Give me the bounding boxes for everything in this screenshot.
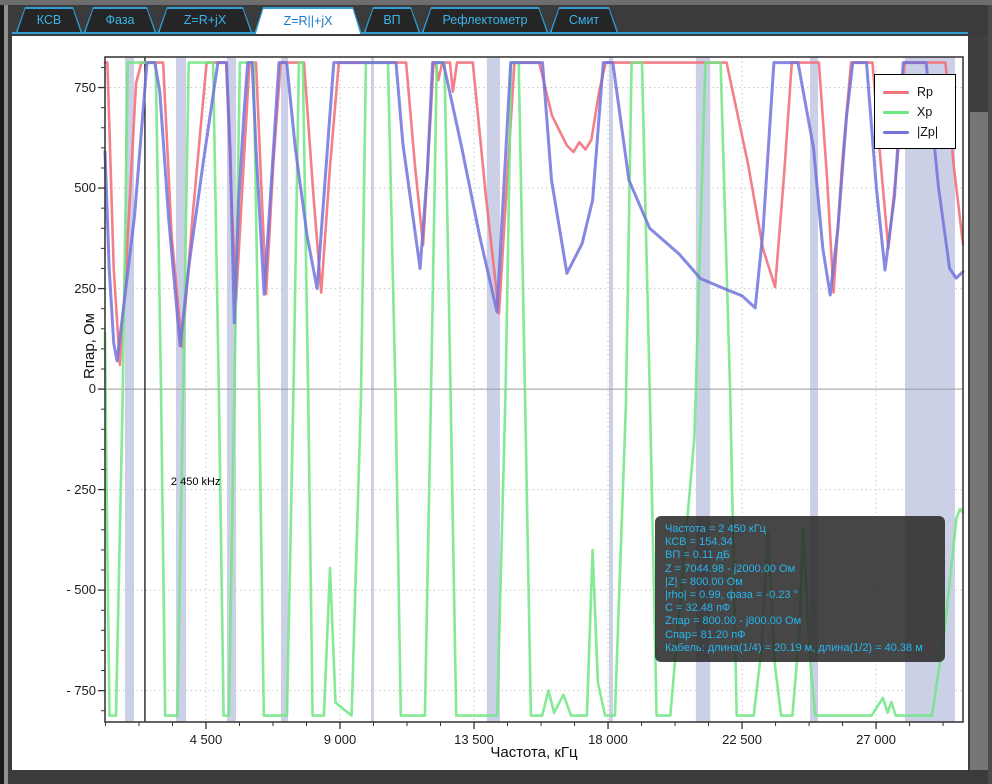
y-tick-label: - 500 <box>50 582 96 597</box>
legend-label: Rp <box>917 85 933 99</box>
info-line: Zпар = 800.00 - j800.00 Ом <box>665 615 935 628</box>
info-line: Частота = 2 450 кГц <box>665 523 935 536</box>
info-line: ВП = 0.11 дБ <box>665 549 935 562</box>
tab-label: ВП <box>364 7 420 32</box>
tab-Z=R||+jX[interactable]: Z=R||+jX <box>254 7 362 34</box>
legend-swatch <box>883 111 909 114</box>
tab-bar: КСВФазаZ=R+jXZ=R||+jXВПРефлектометрСмит <box>12 7 968 34</box>
app-window: КСВФазаZ=R+jXZ=R||+jXВПРефлектометрСмит … <box>0 0 992 784</box>
tab-label: Z=R+jX <box>158 7 252 32</box>
legend-swatch <box>883 91 909 94</box>
x-axis-title: Частота, кГц <box>12 744 992 761</box>
legend[interactable]: Rp Xp |Zp| <box>874 74 956 149</box>
tab-underline <box>12 32 968 34</box>
legend-entry: Xp <box>883 102 947 122</box>
tab-Z=R+jX[interactable]: Z=R+jX <box>158 7 252 32</box>
tab-label: Z=R||+jX <box>254 7 362 34</box>
window-right-edge <box>988 5 992 784</box>
info-box: Частота = 2 450 кГцКСВ = 154.34ВП = 0.11… <box>655 516 945 662</box>
scrollbar-thumb[interactable] <box>970 112 988 770</box>
tab-КСВ[interactable]: КСВ <box>16 7 82 32</box>
tab-Рефлектометр[interactable]: Рефлектометр <box>422 7 548 32</box>
info-line: |rho| = 0.99, фаза = -0.23 ° <box>665 589 935 602</box>
y-tick-label: 750 <box>50 80 96 95</box>
info-line: |Z| = 800.00 Ом <box>665 576 935 589</box>
tab-Смит[interactable]: Смит <box>550 7 618 32</box>
info-line: Кабель: длина(1/4) = 20.19 м, длина(1/2)… <box>665 642 935 655</box>
tab-label: Рефлектометр <box>422 7 548 32</box>
info-line: Спар= 81.20 пФ <box>665 629 935 642</box>
y-axis-title: Rпар, Ом <box>81 281 101 411</box>
cursor-frequency-label: 2 450 kHz <box>171 476 221 488</box>
legend-entry: |Zp| <box>883 122 947 142</box>
y-tick-label: 500 <box>50 180 96 195</box>
y-tick-label: - 750 <box>50 683 96 698</box>
y-tick-label: - 250 <box>50 482 96 497</box>
plot-panel: 4 5009 00013 50018 00022 50027 000750500… <box>12 36 968 770</box>
tab-Фаза[interactable]: Фаза <box>84 7 156 32</box>
legend-swatch <box>883 131 909 134</box>
info-line: C = 32.48 пФ <box>665 602 935 615</box>
tab-label: Фаза <box>84 7 156 32</box>
window-left-highlight <box>4 5 8 784</box>
tab-ВП[interactable]: ВП <box>364 7 420 32</box>
window-top-edge <box>0 0 992 5</box>
tab-label: КСВ <box>16 7 82 32</box>
legend-entry: Rp <box>883 82 947 102</box>
legend-label: Xp <box>917 105 932 119</box>
legend-label: |Zp| <box>917 125 938 139</box>
info-line: Z = 7044.98 - j2000.00 Ом <box>665 563 935 576</box>
info-line: КСВ = 154.34 <box>665 536 935 549</box>
tab-label: Смит <box>550 7 618 32</box>
